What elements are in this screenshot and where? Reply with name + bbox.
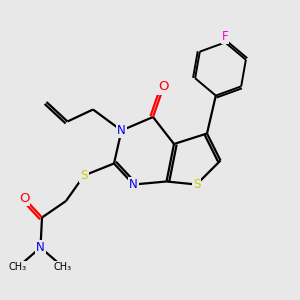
Text: CH₃: CH₃: [54, 262, 72, 272]
Text: S: S: [193, 178, 200, 191]
Text: F: F: [222, 30, 229, 43]
Text: S: S: [80, 169, 88, 182]
Text: CH₃: CH₃: [9, 262, 27, 272]
Text: N: N: [117, 124, 126, 137]
Text: N: N: [129, 178, 138, 191]
Text: O: O: [19, 191, 29, 205]
Text: N: N: [36, 241, 45, 254]
Text: O: O: [158, 80, 169, 94]
